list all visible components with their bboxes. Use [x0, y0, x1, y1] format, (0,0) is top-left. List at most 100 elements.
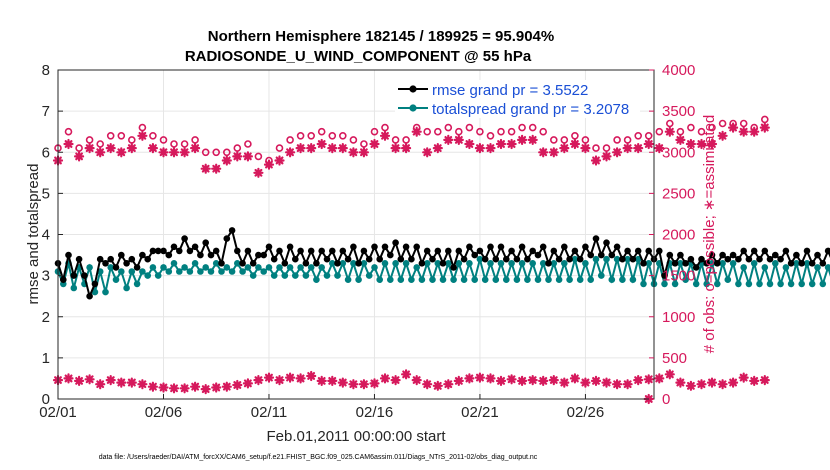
obs-assimilated-marker	[464, 138, 475, 150]
obs-assimilated-marker	[759, 122, 770, 133]
rmse-point	[270, 255, 278, 263]
obs-low-marker	[401, 369, 412, 380]
rmse-point	[387, 251, 394, 259]
rmse-point	[729, 251, 737, 259]
obs-low-marker	[316, 375, 327, 386]
rmse-point	[381, 243, 389, 251]
obs-assimilated-marker	[63, 138, 74, 150]
obs-low-marker	[285, 372, 296, 383]
legend: rmse grand pr = 3.5522 totalspread grand…	[395, 80, 640, 118]
totalspread-point	[350, 260, 357, 267]
obs-assimilated-marker	[253, 167, 264, 178]
chart-title-line2: RADIOSONDE_U_WIND_COMPONENT @ 55 hPa	[185, 48, 532, 65]
rmse-point	[808, 260, 816, 267]
rmse-point	[819, 260, 827, 267]
obs-low-marker	[137, 379, 148, 390]
totalspread-point	[102, 288, 109, 296]
obs-possible-marker	[254, 152, 263, 161]
obs-possible-marker	[106, 132, 115, 140]
obs-low-marker	[749, 375, 760, 386]
totalspread-point	[86, 264, 93, 271]
rmse-point	[244, 247, 252, 255]
rmse-point	[640, 260, 647, 267]
obs-assimilated-marker	[358, 147, 369, 158]
totalspread-point	[445, 260, 452, 267]
rmse-point	[218, 260, 225, 267]
obs-possible-marker	[592, 144, 600, 152]
obs-possible-marker	[317, 127, 326, 136]
obs-assimilated-marker	[633, 143, 644, 154]
rmse-point	[212, 247, 220, 255]
rmse-point	[186, 247, 194, 255]
obs-low-marker	[601, 377, 612, 388]
obs-assimilated-marker	[390, 143, 401, 154]
obs-possible-marker	[138, 123, 147, 132]
obs-low-marker	[274, 375, 285, 386]
y-left-axis-label: rmse and totalspread	[25, 164, 42, 305]
obs-assimilated-marker	[622, 143, 633, 154]
totalspread-point	[408, 276, 415, 284]
rmse-point	[302, 260, 310, 267]
obs-assimilated-marker	[316, 138, 327, 150]
obs-low-marker	[759, 375, 770, 386]
y-left-tick-label: 8	[42, 62, 50, 79]
rmse-point	[735, 255, 742, 263]
totalspread-point	[434, 260, 442, 267]
rmse-point	[423, 247, 431, 255]
totalspread-point	[154, 272, 162, 279]
y-left-tick-label: 4	[42, 227, 50, 244]
rmse-point	[281, 260, 289, 267]
totalspread-point	[629, 276, 637, 284]
totalspread-point	[466, 260, 473, 267]
rmse-point	[666, 251, 674, 259]
totalspread-point	[212, 260, 220, 267]
rmse-point	[492, 255, 500, 263]
x-tick-label: 02/06	[145, 404, 183, 421]
totalspread-point	[139, 268, 146, 275]
rmse-point	[70, 272, 78, 279]
totalspread-point	[750, 260, 758, 267]
rmse-point	[249, 260, 257, 267]
rmse-point	[429, 255, 436, 263]
rmse-point	[487, 243, 494, 251]
rmse-point	[777, 255, 784, 263]
totalspread-point	[302, 272, 310, 279]
rmse-point	[355, 260, 362, 267]
totalspread-point	[170, 260, 178, 267]
obs-possible-marker	[402, 136, 410, 144]
obs-low-marker	[190, 381, 201, 392]
totalspread-point	[128, 268, 136, 275]
obs-assimilated-marker	[285, 147, 296, 158]
totalspread-point	[450, 276, 457, 284]
obs-low-marker	[158, 382, 169, 393]
totalspread-point	[824, 264, 830, 271]
totalspread-point	[745, 280, 753, 288]
obs-low-marker	[369, 378, 380, 389]
totalspread-point	[307, 264, 315, 271]
rmse-point	[793, 251, 800, 259]
obs-low-marker	[664, 369, 675, 380]
rmse-point	[497, 243, 505, 251]
rmse-point	[566, 255, 573, 263]
obs-low-marker	[242, 378, 253, 389]
obs-possible-marker	[212, 148, 220, 157]
obs-assimilated-marker	[559, 143, 570, 154]
totalspread-point	[255, 264, 262, 271]
obs-assimilated-marker	[348, 147, 359, 158]
rmse-point	[228, 227, 236, 234]
obs-low-marker	[580, 377, 591, 388]
totalspread-point	[181, 264, 188, 271]
rmse-point	[703, 260, 710, 267]
totalspread-point	[144, 272, 151, 279]
rmse-point	[344, 255, 352, 263]
totalspread-point	[186, 268, 194, 275]
rmse-point	[307, 247, 315, 255]
obs-assimilated-marker	[74, 151, 85, 162]
rmse-point	[202, 239, 209, 246]
rmse-point	[592, 235, 600, 242]
obs-assimilated-marker	[147, 143, 158, 154]
rmse-point	[91, 280, 99, 288]
totalspread-point	[708, 260, 716, 267]
obs-possible-marker	[602, 144, 611, 152]
